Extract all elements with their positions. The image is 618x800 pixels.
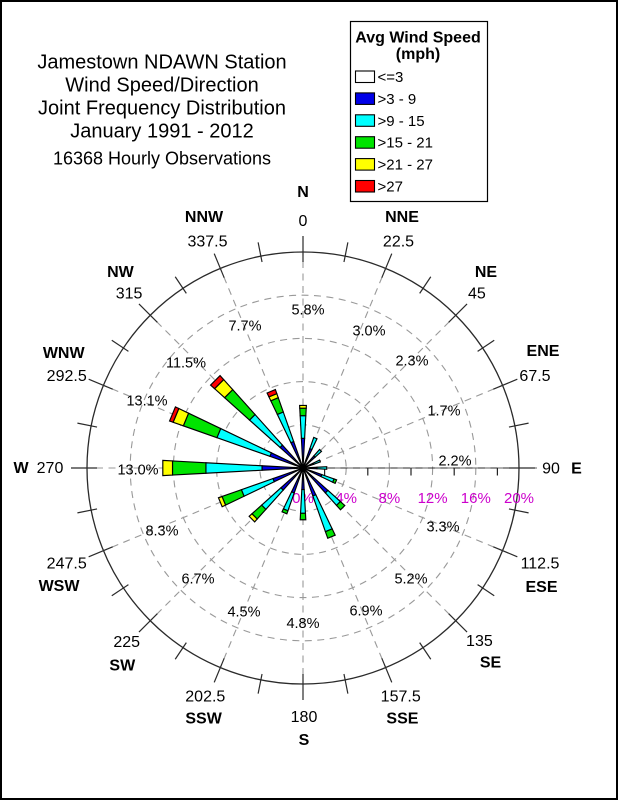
svg-text:W: W	[13, 460, 29, 477]
svg-text:>3 - 9: >3 - 9	[378, 91, 417, 108]
svg-text:NE: NE	[475, 264, 498, 281]
svg-text:WNW: WNW	[43, 345, 86, 362]
svg-text:NW: NW	[107, 264, 135, 281]
svg-text:0: 0	[299, 213, 308, 230]
svg-text:315: 315	[116, 286, 143, 303]
svg-text:13.0%: 13.0%	[117, 462, 158, 478]
svg-text:2.2%: 2.2%	[438, 453, 471, 469]
svg-text:NNW: NNW	[185, 209, 224, 226]
svg-text:ENE: ENE	[527, 343, 560, 360]
svg-text:202.5: 202.5	[185, 688, 225, 705]
svg-text:Avg Wind Speed: Avg Wind Speed	[355, 30, 481, 47]
svg-text:SE: SE	[480, 655, 502, 672]
svg-text:Jamestown NDAWN Station: Jamestown NDAWN Station	[37, 52, 286, 74]
svg-text:NNE: NNE	[385, 209, 419, 226]
svg-text:3.3%: 3.3%	[426, 519, 459, 535]
svg-text:January 1991 - 2012: January 1991 - 2012	[70, 121, 253, 143]
svg-text:270: 270	[37, 460, 64, 477]
svg-text:12%: 12%	[418, 490, 448, 507]
svg-text:247.5: 247.5	[47, 556, 87, 573]
svg-text:SSW: SSW	[185, 710, 222, 727]
svg-text:4.8%: 4.8%	[286, 616, 319, 632]
svg-text:8.3%: 8.3%	[145, 523, 178, 539]
svg-text:3.0%: 3.0%	[352, 323, 385, 339]
svg-text:>21 - 27: >21 - 27	[378, 157, 433, 174]
svg-text:13.1%: 13.1%	[126, 393, 167, 409]
svg-text:8%: 8%	[379, 490, 401, 507]
svg-text:1.7%: 1.7%	[427, 403, 460, 419]
svg-text:112.5: 112.5	[521, 556, 560, 573]
svg-text:Wind Speed/Direction: Wind Speed/Direction	[65, 75, 258, 97]
svg-text:<=3: <=3	[378, 69, 404, 86]
svg-text:6.9%: 6.9%	[349, 603, 382, 619]
svg-text:SW: SW	[109, 658, 136, 675]
svg-text:Joint Frequency Distribution: Joint Frequency Distribution	[38, 98, 286, 120]
svg-text:>15 - 21: >15 - 21	[378, 135, 433, 152]
svg-text:5.8%: 5.8%	[291, 302, 324, 318]
svg-text:67.5: 67.5	[519, 368, 550, 385]
svg-text:157.5: 157.5	[381, 688, 421, 705]
svg-text:90: 90	[542, 460, 560, 477]
svg-text:225: 225	[113, 634, 140, 651]
svg-text:E: E	[571, 460, 582, 477]
svg-text:45: 45	[468, 286, 486, 303]
svg-text:135: 135	[466, 633, 493, 650]
svg-text:>27: >27	[378, 179, 403, 196]
svg-text:6.7%: 6.7%	[181, 571, 214, 587]
svg-text:WSW: WSW	[39, 578, 81, 595]
svg-text:5.2%: 5.2%	[394, 571, 427, 587]
svg-text:2.3%: 2.3%	[395, 353, 428, 369]
svg-text:292.5: 292.5	[47, 368, 87, 385]
svg-text:SSE: SSE	[386, 710, 418, 727]
svg-text:16368 Hourly Observations: 16368 Hourly Observations	[53, 149, 271, 169]
svg-text:11.5%: 11.5%	[166, 355, 206, 371]
svg-text:337.5: 337.5	[187, 233, 227, 250]
svg-text:ESE: ESE	[525, 579, 557, 596]
svg-text:16%: 16%	[461, 490, 491, 507]
svg-text:>9 - 15: >9 - 15	[378, 113, 425, 130]
svg-text:S: S	[299, 732, 310, 749]
svg-text:(mph): (mph)	[396, 46, 440, 63]
svg-text:20%: 20%	[504, 490, 534, 507]
svg-text:7.7%: 7.7%	[228, 318, 261, 334]
svg-text:180: 180	[291, 709, 318, 726]
svg-text:22.5: 22.5	[383, 233, 414, 250]
svg-text:N: N	[297, 184, 309, 201]
svg-text:4.5%: 4.5%	[227, 604, 260, 620]
